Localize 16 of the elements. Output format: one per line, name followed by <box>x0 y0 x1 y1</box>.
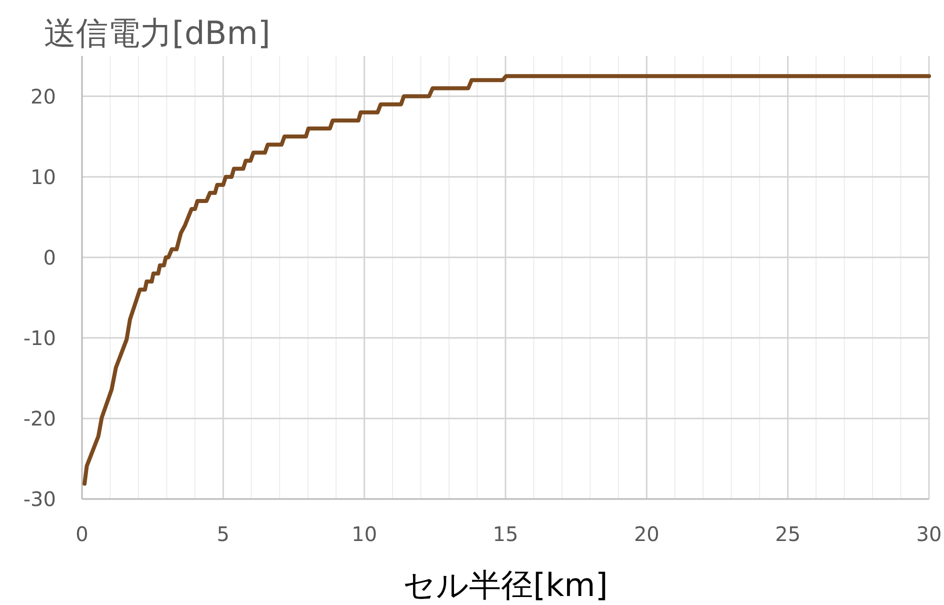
line-series <box>82 74 931 486</box>
y-tick-label: 10 <box>30 164 56 189</box>
y-tick-label: -20 <box>23 406 56 430</box>
x-tick-label: 30 <box>916 522 942 546</box>
x-tick-label: 10 <box>352 522 378 546</box>
x-tick-label: 15 <box>492 522 518 546</box>
y-tick-label: -30 <box>23 487 56 511</box>
x-tick-label: 5 <box>216 522 230 546</box>
x-tick-label: 0 <box>76 522 88 546</box>
y-tick-label: 0 <box>43 245 56 270</box>
x-axis-title: セル半径[km] <box>403 566 608 604</box>
y-tick-label: 20 <box>30 84 56 108</box>
x-tick-label: 20 <box>634 522 660 546</box>
y-tick-label: -10 <box>23 326 56 350</box>
y-axis-title: 送信電力[dBm] <box>44 14 270 52</box>
x-tick-label: 25 <box>775 522 801 546</box>
